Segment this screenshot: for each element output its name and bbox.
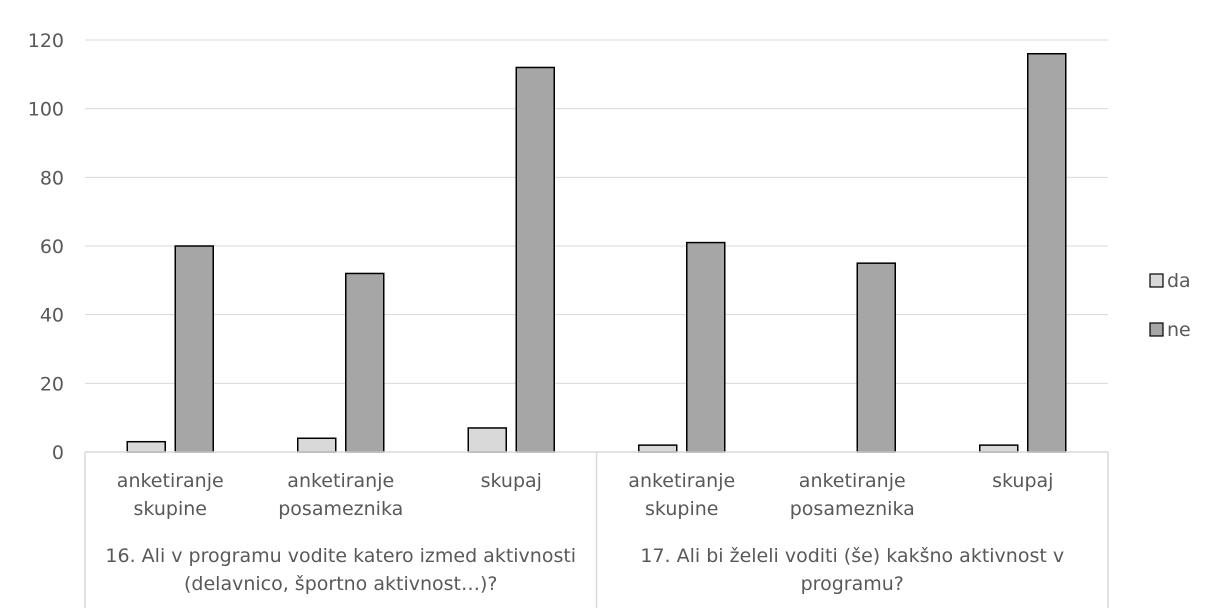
legend-swatch-da — [1149, 273, 1164, 288]
bar-ne — [686, 241, 726, 453]
bar-ne — [856, 262, 896, 453]
x-category-label: anketiranje — [287, 470, 394, 492]
bar-ne — [345, 272, 385, 453]
bars — [126, 52, 1067, 453]
x-group-label: 16. Ali v programu vodite katero izmed a… — [105, 545, 576, 567]
gridlines — [85, 39, 1108, 384]
x-category-label: skupaj — [481, 470, 542, 492]
y-tick-label: 20 — [40, 373, 64, 395]
bar-da — [467, 427, 507, 453]
y-tick-label: 80 — [40, 167, 64, 189]
x-category-label: anketiranje — [799, 470, 906, 492]
x-group-label: programu? — [801, 573, 904, 595]
x-category-label: skupine — [134, 498, 207, 520]
y-tick-label: 60 — [40, 236, 64, 258]
bar-ne — [515, 66, 555, 453]
bar-ne — [174, 245, 214, 453]
legend-label-ne: ne — [1167, 319, 1191, 341]
x-category-label: posameznika — [278, 498, 403, 520]
legend: da ne — [1149, 270, 1191, 341]
x-axis: anketiranje skupine anketiranje posameznika… — [84, 451, 1109, 608]
bar-da — [638, 444, 678, 453]
bar-da — [297, 437, 337, 453]
bar-ne — [1027, 52, 1067, 453]
bar-da — [126, 440, 166, 453]
x-category-label: posameznika — [790, 498, 915, 520]
y-tick-label: 120 — [28, 30, 64, 52]
bar-da — [979, 444, 1019, 453]
x-category-label: skupaj — [992, 470, 1053, 492]
y-tick-label: 0 — [52, 442, 64, 464]
x-group-label: (delavnico, športno aktivnost…)? — [184, 573, 497, 595]
y-axis-tick-labels: 0 20 40 60 80 100 120 — [28, 30, 64, 464]
y-tick-label: 40 — [40, 305, 64, 327]
legend-swatch-ne — [1149, 322, 1164, 337]
x-category-label: anketiranje — [628, 470, 735, 492]
y-tick-label: 100 — [28, 99, 64, 121]
x-group-label: 17. Ali bi želeli voditi (še) kakšno akt… — [640, 545, 1064, 567]
legend-label-da: da — [1167, 270, 1191, 292]
x-category-label: skupine — [645, 498, 718, 520]
x-category-label: anketiranje — [117, 470, 224, 492]
